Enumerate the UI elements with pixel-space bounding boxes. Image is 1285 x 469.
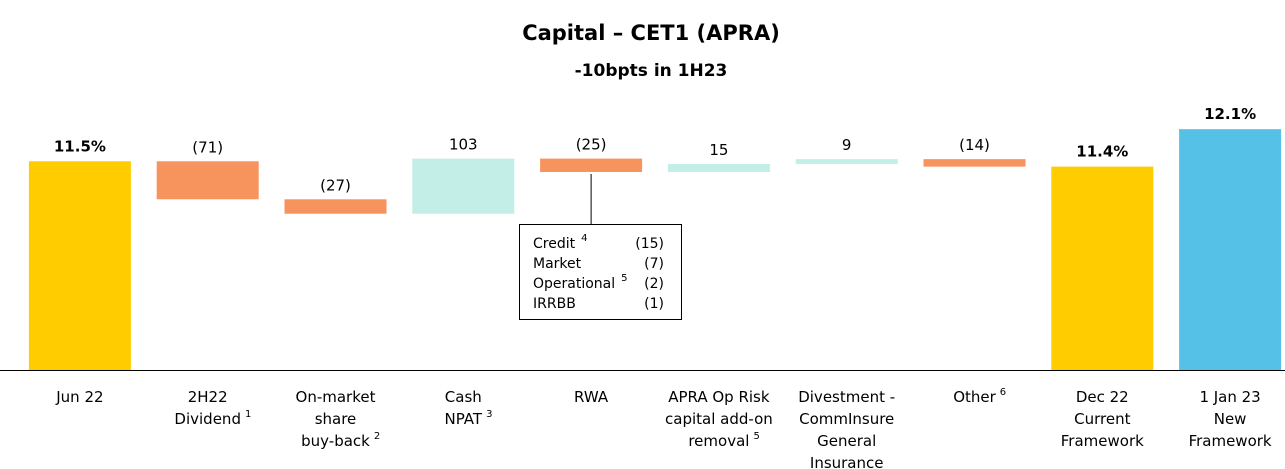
bar bbox=[284, 199, 387, 214]
x-tick-label: Jun 22 bbox=[55, 388, 103, 406]
x-tick-label: Framework bbox=[1061, 432, 1144, 450]
value-label: (25) bbox=[576, 136, 607, 154]
x-tick-label: capital add-on bbox=[665, 410, 773, 428]
footnote-marker: 2 bbox=[374, 431, 380, 442]
chart-title: Capital – CET1 (APRA) bbox=[522, 21, 780, 45]
chart-subtitle: -10bpts in 1H23 bbox=[575, 61, 728, 81]
value-label: 9 bbox=[842, 136, 852, 154]
value-label: 15 bbox=[709, 141, 728, 159]
x-tick-label: buy-back bbox=[301, 432, 370, 450]
breakdown-value: (2) bbox=[644, 276, 664, 292]
value-label: 12.1% bbox=[1204, 105, 1256, 123]
breakdown-value: (1) bbox=[644, 296, 664, 312]
x-tick-label: Framework bbox=[1189, 432, 1272, 450]
footnote-marker: 3 bbox=[486, 409, 492, 420]
x-tick-label: share bbox=[315, 410, 357, 428]
footnote-marker: 1 bbox=[245, 409, 251, 420]
x-tick-label: Dec 22 bbox=[1076, 388, 1129, 406]
x-tick-label: Current bbox=[1074, 410, 1130, 428]
breakdown-value: (7) bbox=[644, 256, 664, 272]
x-tick-label: On-market bbox=[296, 388, 376, 406]
value-label: (71) bbox=[192, 138, 223, 156]
bar bbox=[156, 161, 259, 200]
x-tick-label: NPAT bbox=[445, 410, 483, 428]
breakdown-value: (15) bbox=[635, 236, 664, 252]
x-tick-label: New bbox=[1214, 410, 1247, 428]
breakdown-label: Credit bbox=[533, 236, 576, 252]
breakdown-footnote: 5 bbox=[621, 273, 627, 284]
breakdown-label: IRRBB bbox=[533, 296, 576, 312]
x-tick-label: 1 Jan 23 bbox=[1199, 388, 1260, 406]
x-tick-label: 2H22 bbox=[188, 388, 228, 406]
x-tick-label: APRA Op Risk bbox=[668, 388, 770, 406]
breakdown-footnote: 4 bbox=[581, 233, 587, 244]
bar bbox=[1051, 166, 1154, 370]
bar bbox=[28, 161, 131, 370]
footnote-marker: 6 bbox=[1000, 387, 1006, 398]
x-tick-label: Dividend bbox=[174, 410, 241, 428]
value-label: 103 bbox=[449, 136, 478, 154]
x-tick-label: Divestment - bbox=[798, 388, 895, 406]
bar bbox=[412, 158, 515, 214]
value-label: 11.4% bbox=[1076, 143, 1128, 161]
breakdown-label: Operational bbox=[533, 276, 615, 292]
x-tick-label: RWA bbox=[574, 388, 609, 406]
value-label: 11.5% bbox=[54, 137, 106, 155]
callout-box bbox=[519, 224, 682, 320]
x-tick-label: Insurance bbox=[810, 454, 884, 469]
x-tick-label: Cash bbox=[445, 388, 482, 406]
bar bbox=[795, 159, 898, 164]
x-tick-label: Other bbox=[953, 388, 996, 406]
value-label: (27) bbox=[320, 176, 351, 194]
bar bbox=[923, 159, 1026, 167]
x-tick-label: General bbox=[817, 432, 876, 450]
x-tick-label: CommInsure bbox=[799, 410, 894, 428]
footnote-marker: 5 bbox=[753, 431, 759, 442]
value-label: (14) bbox=[959, 136, 990, 154]
bar bbox=[1179, 129, 1282, 370]
x-tick-label: removal bbox=[688, 432, 749, 450]
bar bbox=[540, 158, 643, 172]
bar bbox=[667, 163, 770, 172]
breakdown-label: Market bbox=[533, 256, 582, 272]
